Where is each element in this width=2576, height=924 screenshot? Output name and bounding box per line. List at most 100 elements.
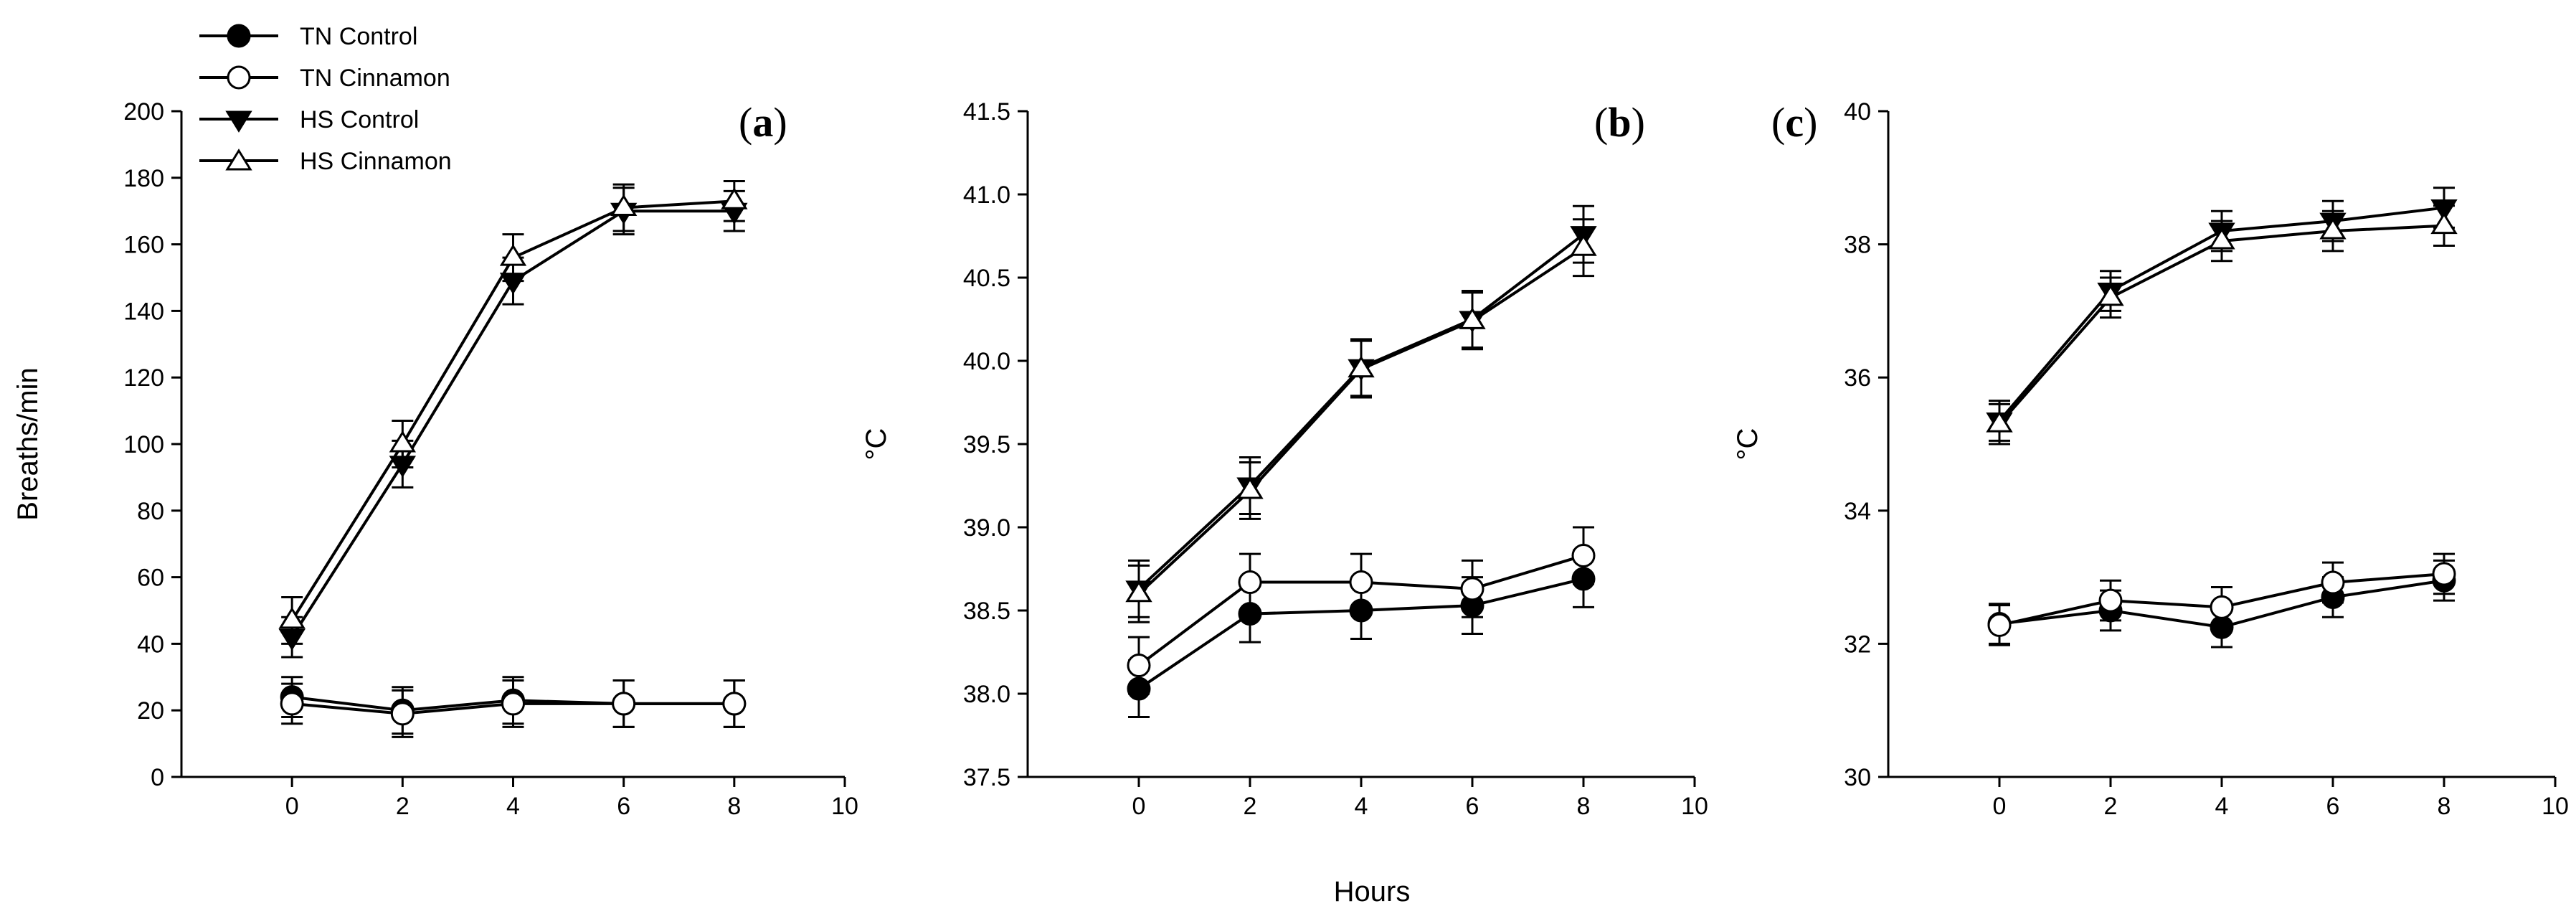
- y-axis-label: °C: [1732, 428, 1763, 461]
- series-hs-cinnamon: [278, 179, 748, 645]
- y-tick-label: 80: [137, 498, 164, 525]
- legend-label-hs-cinnamon: HS Cinnamon: [300, 148, 452, 175]
- data-point: [1570, 234, 1597, 256]
- x-tick-label: 0: [285, 793, 299, 820]
- series-hs-cinnamon: [1986, 204, 2458, 446]
- data-point: [2208, 227, 2235, 250]
- series-tn-cinnamon: [1987, 552, 2456, 646]
- data-point: [722, 692, 747, 716]
- y-tick-label: 100: [123, 431, 164, 458]
- data-point: [280, 692, 304, 716]
- panel-label-open-paren: (: [1594, 99, 1608, 146]
- panel-label-letter: c: [1785, 99, 1804, 146]
- y-tick-label: 39.5: [963, 431, 1010, 458]
- series-line-hs-control: [1137, 233, 1585, 590]
- data-point: [1349, 570, 1373, 595]
- x-tick-label: 4: [1355, 793, 1368, 820]
- data-point: [2210, 595, 2234, 619]
- x-tick-label: 8: [1577, 793, 1591, 820]
- data-point: [2321, 570, 2345, 595]
- y-tick-label: 37.5: [963, 764, 1010, 791]
- y-tick-label: 0: [151, 764, 164, 791]
- x-tick-label: 8: [727, 793, 741, 820]
- x-tick-label: 4: [506, 793, 520, 820]
- data-point: [501, 692, 525, 716]
- x-tick-label: 6: [2326, 793, 2340, 820]
- legend-entry-tn-cinnamon: TN Cinnamon: [199, 65, 450, 92]
- data-point: [610, 194, 638, 217]
- data-point: [499, 244, 527, 266]
- x-tick-label: 6: [1466, 793, 1479, 820]
- data-point: [389, 430, 417, 453]
- data-point: [2098, 588, 2123, 613]
- x-tick-label: 10: [831, 793, 858, 820]
- x-tick-label: 8: [2438, 793, 2451, 820]
- data-point: [2097, 283, 2124, 306]
- y-tick-label: 200: [123, 98, 164, 126]
- legend-label-hs-control: HS Control: [300, 106, 419, 133]
- data-point: [1987, 613, 2012, 637]
- y-tick-label: 40: [1844, 98, 1871, 126]
- y-axis-label: Breaths/min: [12, 367, 44, 520]
- legend-entry-hs-cinnamon: HS Cinnamon: [199, 148, 452, 175]
- y-tick-label: 38.0: [963, 681, 1010, 708]
- y-tick-label: 30: [1844, 764, 1871, 791]
- legend-marker-hs-control: [225, 110, 252, 133]
- legend-entry-hs-control: HS Control: [199, 106, 419, 133]
- y-tick-label: 38: [1844, 232, 1871, 259]
- legend-label-tn-control: TN Control: [300, 23, 417, 50]
- y-tick-label: 32: [1844, 631, 1871, 658]
- series-line-hs-cinnamon: [1137, 246, 1585, 595]
- panel-label-open-paren: (: [1771, 99, 1785, 146]
- x-tick-label: 2: [2104, 793, 2118, 820]
- panel-label-letter: b: [1608, 99, 1631, 146]
- y-tick-label: 20: [137, 697, 164, 725]
- legend: TN Control TN Cinnamon HS Control HS Cin…: [199, 23, 452, 175]
- data-point: [2430, 212, 2458, 235]
- data-point: [1236, 477, 1264, 499]
- panel-label: (b): [1594, 99, 1645, 146]
- data-point: [2319, 217, 2347, 240]
- legend-marker-hs-cinnamon: [225, 148, 252, 171]
- chart-panel-c: 30 32 34 36 38 40 0 2 4 6 8 10 °C (c): [1732, 98, 2569, 820]
- x-tick-label: 10: [1681, 793, 1708, 820]
- data-point: [1348, 355, 1375, 378]
- data-point: [2432, 562, 2456, 586]
- legend-entry-tn-control: TN Control: [199, 23, 417, 50]
- panel-label: (c): [1771, 99, 1817, 146]
- data-point: [1571, 543, 1596, 567]
- panel-label-close-paren: ): [1804, 99, 1817, 146]
- y-tick-label: 34: [1844, 498, 1871, 525]
- y-tick-label: 41.5: [963, 98, 1010, 126]
- shared-x-axis-label: Hours: [1334, 876, 1411, 908]
- x-tick-label: 6: [617, 793, 630, 820]
- data-point: [1127, 654, 1151, 678]
- panel-label-letter: a: [752, 99, 773, 146]
- x-tick-label: 10: [2542, 793, 2569, 820]
- series-tn-cinnamon: [280, 679, 747, 738]
- x-tick-label: 2: [1244, 793, 1257, 820]
- y-tick-label: 120: [123, 364, 164, 392]
- x-tick-label: 4: [2215, 793, 2229, 820]
- y-tick-label: 41.0: [963, 182, 1010, 209]
- data-point: [1460, 577, 1484, 601]
- y-tick-label: 140: [123, 298, 164, 325]
- y-tick-label: 180: [123, 165, 164, 192]
- chart-panel-a: 0 20 40 60 80 100 120 140 160 180 200 0 2 4 6 8 10 Breath…: [12, 98, 858, 820]
- y-axis-label: °C: [861, 428, 892, 461]
- data-point: [1238, 570, 1262, 595]
- y-tick-label: 160: [123, 232, 164, 259]
- legend-marker-tn-cinnamon: [227, 65, 251, 90]
- x-tick-label: 0: [1132, 793, 1146, 820]
- data-point: [278, 607, 306, 629]
- panel-label-close-paren: ): [773, 99, 787, 146]
- series-tn-cinnamon: [1127, 526, 1596, 695]
- x-tick-label: 0: [1993, 793, 2007, 820]
- data-point: [1125, 580, 1152, 603]
- series-hs-cinnamon: [1125, 218, 1597, 623]
- panel-label-close-paren: ): [1632, 99, 1645, 146]
- legend-label-tn-cinnamon: TN Cinnamon: [300, 65, 450, 92]
- chart-panel-b: 37.5 38.0 38.5 39.0 39.5 40.0 40.5 41.0 41.5 0 2 4 6…: [861, 98, 1708, 820]
- y-tick-label: 39.0: [963, 514, 1010, 542]
